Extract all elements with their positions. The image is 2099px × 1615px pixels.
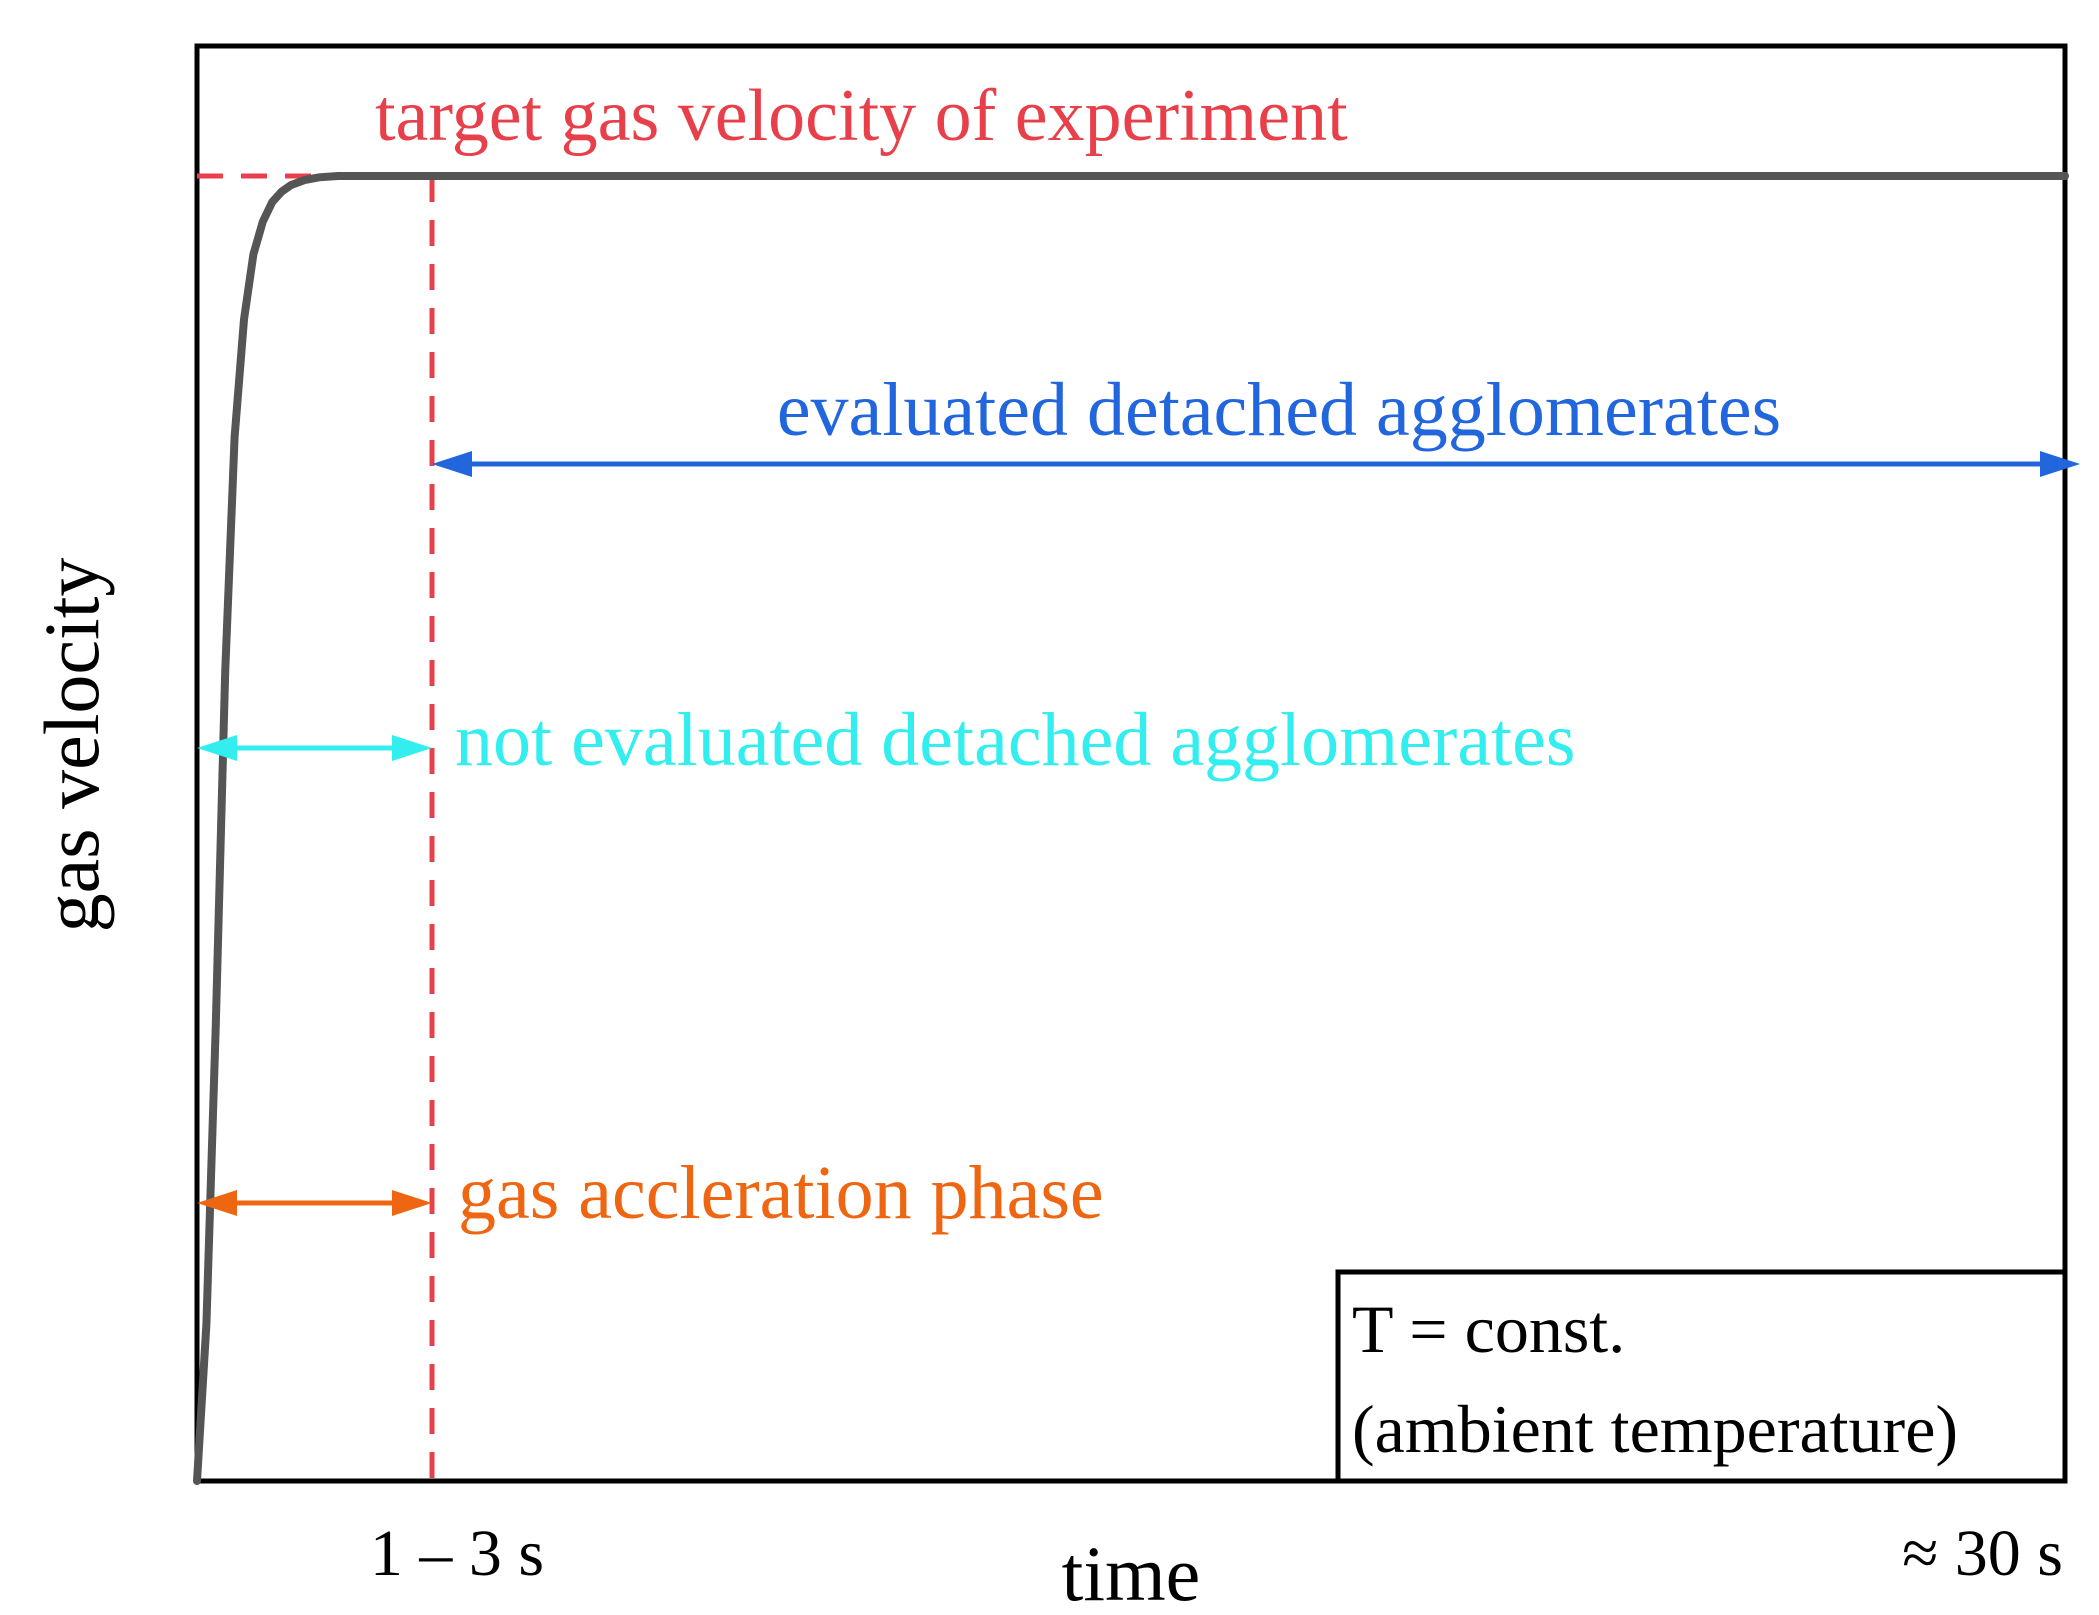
- x-tick-label-phase: 1 – 3 s: [370, 1517, 544, 1590]
- acceleration-label: gas accleration phase: [458, 1151, 1104, 1235]
- note-box-frame: [1335, 1269, 2068, 1484]
- note-line-2: (ambient temperature): [1352, 1391, 1958, 1467]
- x-axis-label: time: [1062, 1530, 1201, 1615]
- not-evaluated-label: not evaluated detached agglomerates: [455, 698, 1575, 782]
- evaluated-arrowhead-left: [432, 451, 472, 477]
- x-tick-label-end: ≈ 30 s: [1902, 1517, 2063, 1590]
- y-axis-label: gas velocity: [28, 558, 115, 933]
- not-evaluated-annotation: not evaluated detached agglomerates: [197, 698, 1575, 782]
- acceleration-arrowhead-left: [197, 1190, 237, 1216]
- evaluated-label: evaluated detached agglomerates: [777, 368, 1781, 452]
- not-evaluated-arrowhead-right: [392, 735, 432, 761]
- not-evaluated-arrowhead-left: [197, 735, 237, 761]
- target-velocity-label: target gas velocity of experiment: [375, 75, 1348, 157]
- gas-velocity-curve: [193, 172, 2069, 1485]
- note-box: T = const. (ambient temperature): [1335, 1269, 2068, 1484]
- acceleration-arrowhead-right: [392, 1190, 432, 1216]
- evaluated-arrowhead-right: [2040, 451, 2080, 477]
- note-line-1: T = const.: [1352, 1291, 1625, 1367]
- acceleration-annotation: gas accleration phase: [197, 1151, 1104, 1235]
- evaluated-annotation: evaluated detached agglomerates: [432, 368, 2080, 477]
- plot-frame: [194, 43, 2068, 1484]
